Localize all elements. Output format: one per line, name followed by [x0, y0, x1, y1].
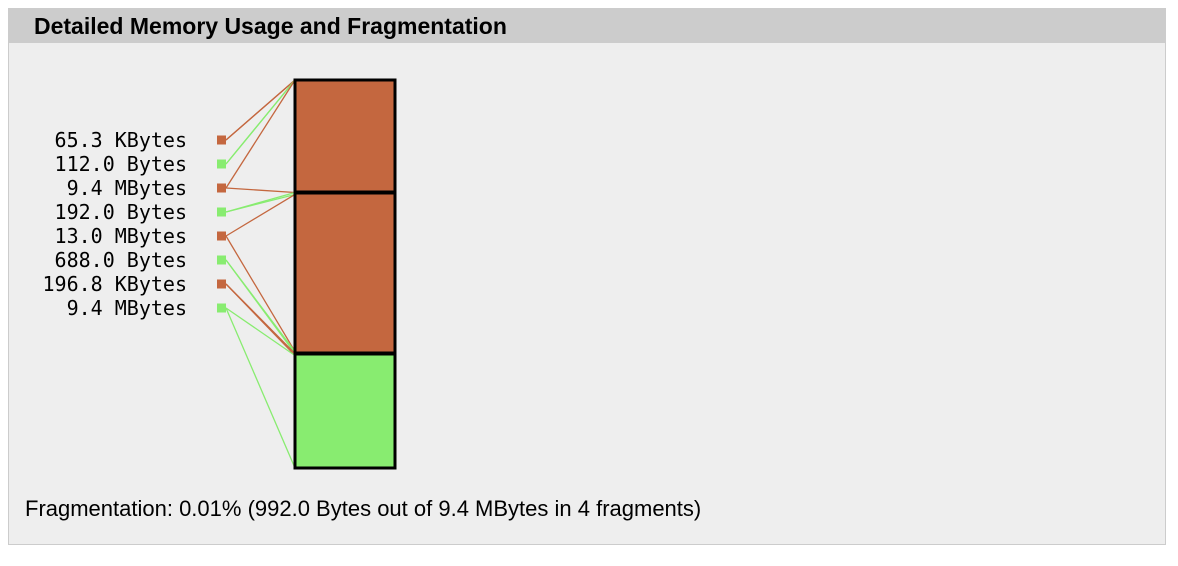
segment-marker	[217, 135, 226, 145]
leader-lines	[225, 79, 296, 469]
segment-used-2	[295, 80, 395, 193]
leader-line	[225, 193, 296, 213]
segment-markers	[217, 135, 226, 313]
segment-fills	[295, 80, 395, 468]
segment-label: 9.4 MBytes	[67, 296, 187, 320]
segment-label: 65.3 KBytes	[55, 128, 187, 152]
segment-marker	[217, 279, 226, 289]
memory-usage-panel: Detailed Memory Usage and Fragmentation	[8, 8, 1166, 545]
segment-free-7	[295, 355, 395, 468]
leader-line	[225, 187, 296, 194]
segment-marker	[217, 183, 226, 193]
segment-label: 192.0 Bytes	[55, 200, 187, 224]
segment-boundaries	[295, 190, 395, 356]
leader-line	[225, 235, 296, 352]
segment-marker	[217, 303, 226, 313]
segment-marker	[217, 159, 226, 169]
leader-line	[225, 307, 296, 469]
leader-line	[225, 79, 296, 189]
leader-line	[225, 79, 296, 165]
segment-label: 688.0 Bytes	[55, 248, 187, 272]
fragmentation-summary: Fragmentation: 0.01% (992.0 Bytes out of…	[25, 496, 702, 521]
segment-label: 112.0 Bytes	[55, 152, 187, 176]
segment-marker	[217, 231, 226, 241]
leader-line	[225, 193, 296, 237]
memory-bar-outline	[293, 78, 397, 470]
segment-label: 13.0 MBytes	[55, 224, 187, 248]
segment-marker	[217, 255, 226, 265]
leader-line	[225, 259, 296, 354]
leader-line	[225, 307, 296, 357]
segment-label: 9.4 MBytes	[67, 176, 187, 200]
leader-line	[225, 79, 296, 141]
panel-title: Detailed Memory Usage and Fragmentation	[9, 9, 1165, 43]
segment-label: 196.8 KBytes	[43, 272, 188, 296]
segment-used-4	[295, 194, 395, 352]
segment-marker	[217, 207, 226, 217]
leader-line	[225, 283, 296, 356]
